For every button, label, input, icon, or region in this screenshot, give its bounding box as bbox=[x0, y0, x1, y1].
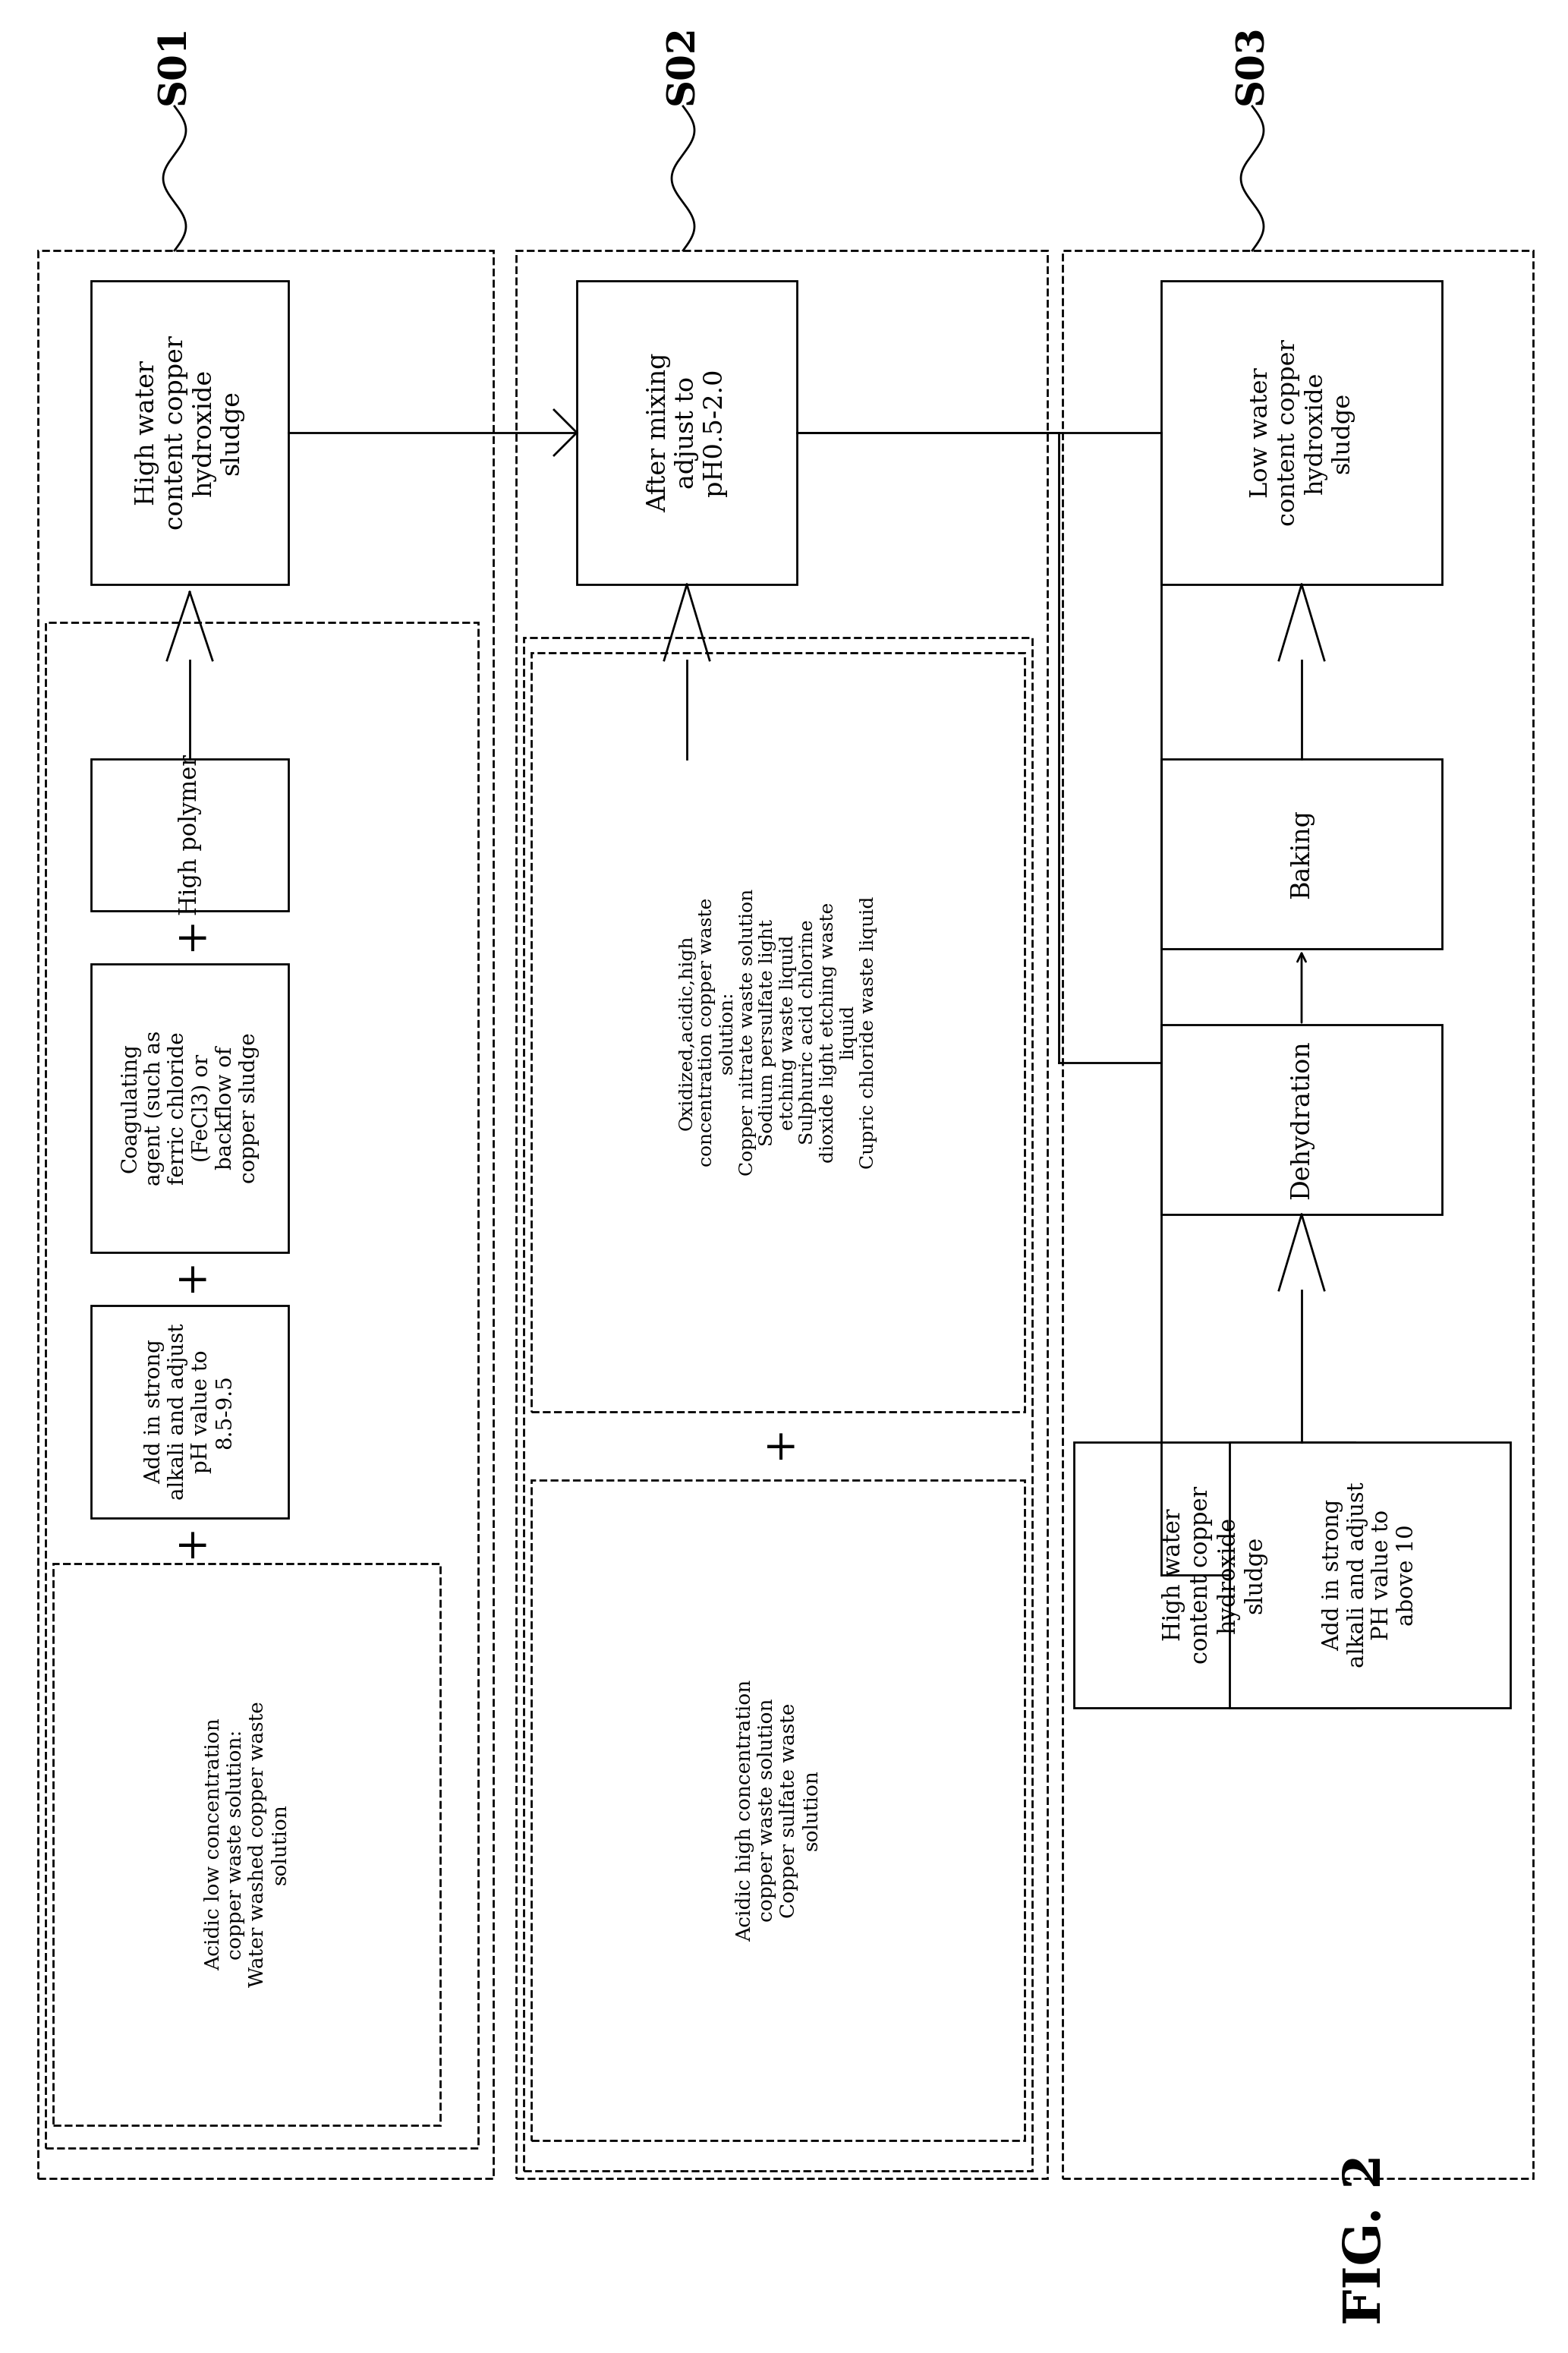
Text: High water
content copper
hydroxide
sludge: High water content copper hydroxide slud… bbox=[1162, 1487, 1267, 1664]
Text: +: + bbox=[169, 1522, 210, 1558]
Text: Low water
content copper
hydroxide
sludge: Low water content copper hydroxide sludg… bbox=[1250, 339, 1355, 527]
Text: Add in strong
alkali and adjust
pH value to
8.5-9.5: Add in strong alkali and adjust pH value… bbox=[144, 1322, 235, 1501]
Bar bbox=[532, 1480, 1024, 2141]
Bar bbox=[91, 280, 289, 584]
Text: FIG. 2: FIG. 2 bbox=[1342, 2153, 1391, 2325]
Text: Acidic low concentration
copper waste solution:
Water washed copper waste
soluti: Acidic low concentration copper waste so… bbox=[204, 1701, 289, 1988]
Bar bbox=[516, 249, 1047, 2179]
Bar bbox=[577, 280, 797, 584]
Bar bbox=[91, 1306, 289, 1518]
Text: +: + bbox=[169, 915, 210, 951]
Text: Acidic high concentration
copper waste solution
Copper sulfate waste
solution: Acidic high concentration copper waste s… bbox=[735, 1680, 820, 1941]
Bar bbox=[532, 652, 1024, 1412]
Bar bbox=[1162, 1024, 1443, 1214]
Text: Dehydration: Dehydration bbox=[1289, 1040, 1314, 1200]
Text: Add in strong
alkali and adjust
PH value to
above 10: Add in strong alkali and adjust PH value… bbox=[1322, 1482, 1417, 1668]
Text: +: + bbox=[169, 1257, 210, 1292]
Text: Oxidized,acidic,high
concentration copper waste
solution:
Copper nitrate waste s: Oxidized,acidic,high concentration coppe… bbox=[679, 889, 878, 1176]
Text: Baking: Baking bbox=[1289, 809, 1314, 899]
Bar bbox=[91, 965, 289, 1252]
Bar bbox=[45, 624, 478, 2148]
Bar bbox=[1162, 280, 1443, 584]
Bar bbox=[524, 638, 1032, 2172]
Text: High polymer: High polymer bbox=[179, 755, 202, 915]
Text: S03: S03 bbox=[1234, 24, 1272, 104]
Bar bbox=[38, 249, 494, 2179]
Text: Coagulating
agent (such as
ferric chloride
(FeCl3) or
backflow of
copper sludge: Coagulating agent (such as ferric chlori… bbox=[121, 1031, 259, 1186]
Bar bbox=[1063, 249, 1534, 2179]
Bar bbox=[1074, 1442, 1355, 1708]
Text: After mixing
adjust to
pH0.5-2.0: After mixing adjust to pH0.5-2.0 bbox=[646, 353, 728, 513]
Bar bbox=[91, 760, 289, 911]
Bar bbox=[1162, 760, 1443, 948]
Bar bbox=[1229, 1442, 1510, 1708]
Text: S01: S01 bbox=[155, 24, 193, 104]
Text: High water
content copper
hydroxide
sludge: High water content copper hydroxide slud… bbox=[135, 336, 245, 529]
Text: S02: S02 bbox=[665, 24, 701, 104]
Text: +: + bbox=[757, 1424, 798, 1459]
Bar bbox=[53, 1565, 441, 2125]
